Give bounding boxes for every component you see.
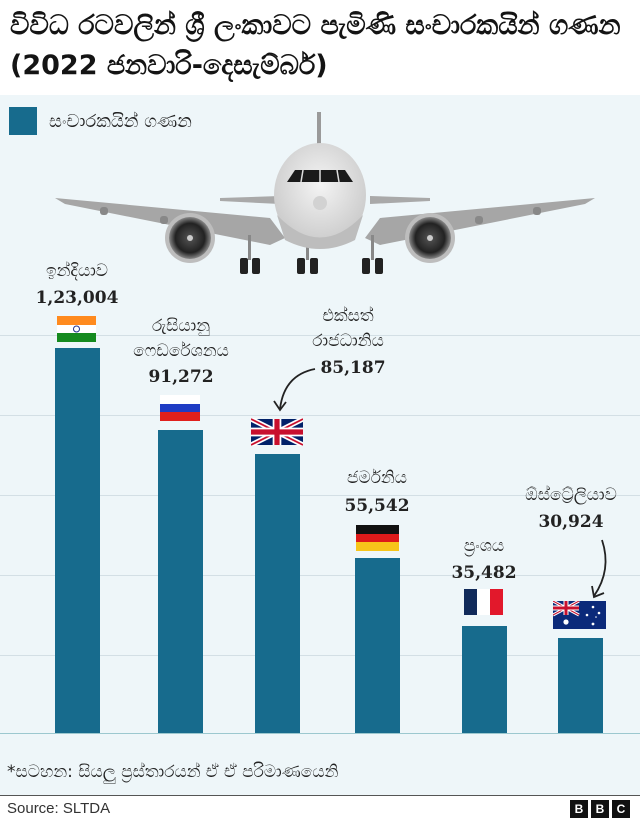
country-label-france: ප්‍රංශය <box>463 536 505 556</box>
value-label-germany: 55,542 <box>344 496 410 516</box>
bar-india <box>55 348 100 733</box>
legend: සංචාරකයින් ගණන <box>9 107 192 135</box>
legend-label: සංචාරකයින් ගණන <box>49 110 192 132</box>
gridline <box>0 495 640 496</box>
country-label-russia-line2: ෆෙඩරේශනය <box>133 341 229 361</box>
source-label: Source: SLTDA <box>7 800 111 817</box>
chart-title: විවිධ රටවලින් ශ්‍රී ලංකාවට පැමිණි සංචාරක… <box>10 10 621 81</box>
country-label-germany: ජර්මනිය <box>346 468 408 488</box>
australia-flag-icon <box>553 601 606 629</box>
x-axis-baseline <box>0 733 640 734</box>
bar-australia <box>558 638 603 733</box>
bbc-logo-letter: B <box>570 800 588 818</box>
arrow-icon <box>591 539 607 599</box>
gridline <box>0 415 640 416</box>
germany-flag-icon <box>356 525 399 551</box>
value-label-australia: 30,924 <box>538 512 604 532</box>
russia-flag-icon <box>160 395 200 421</box>
country-label-russia-line1: රුසියානු <box>151 316 211 336</box>
bar-france <box>462 626 507 733</box>
bbc-logo-letter: C <box>612 800 630 818</box>
france-flag-icon <box>464 589 503 615</box>
value-label-russia: 91,272 <box>148 367 214 387</box>
country-label-india: ඉන්දියාව <box>45 261 109 281</box>
value-label-france: 35,482 <box>451 563 517 583</box>
india-flag-icon <box>57 316 96 342</box>
value-label-uk: 85,187 <box>320 358 386 378</box>
airplane-icon <box>55 112 595 274</box>
gridline <box>0 655 640 656</box>
gridline <box>0 575 640 576</box>
gridline <box>0 335 640 336</box>
footnote: *සටහන: සියලු ප්‍රස්තාරයන් ඒ ඒ පරිමාණයෙනි <box>7 762 339 782</box>
value-label-india: 1,23,004 <box>35 288 119 308</box>
legend-swatch <box>9 107 37 135</box>
bar-germany <box>355 558 400 733</box>
bar-uk <box>255 454 300 733</box>
arrow-icon <box>273 368 316 412</box>
country-label-uk-line1: එක්සත් <box>322 306 374 326</box>
country-label-uk-line2: රාජධානිය <box>312 331 384 351</box>
bbc-logo-letter: B <box>591 800 609 818</box>
bbc-logo: B B C <box>570 800 630 818</box>
uk-flag-icon <box>251 418 303 446</box>
country-label-australia: ඕස්ට්‍රේලියාව <box>525 485 617 505</box>
footer-divider <box>0 795 640 796</box>
bar-russia <box>158 430 203 733</box>
